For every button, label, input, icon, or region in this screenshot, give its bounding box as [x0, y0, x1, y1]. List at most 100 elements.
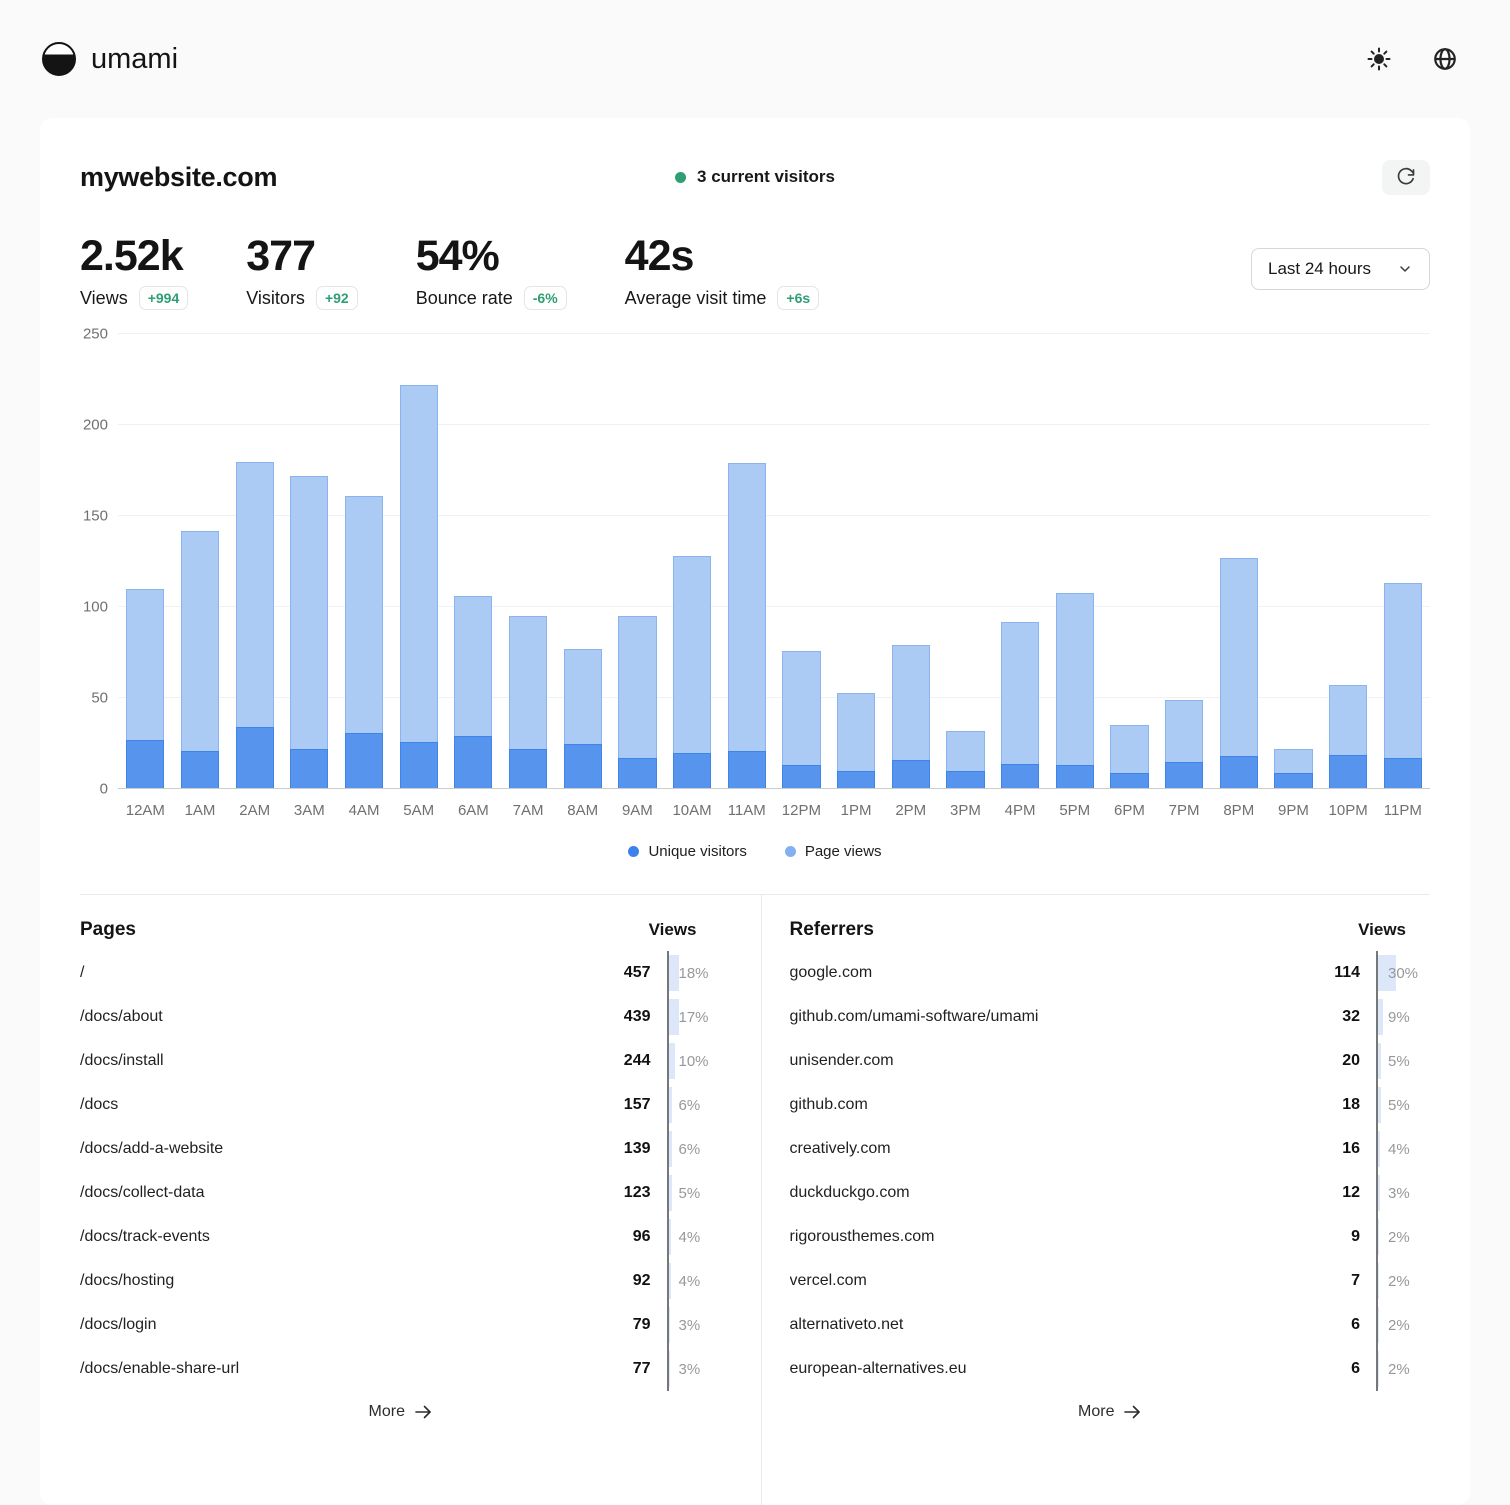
pages-more-link[interactable]: More: [369, 1403, 432, 1421]
x-axis-tick-label: 9AM: [621, 802, 653, 820]
page-views-bar: [1000, 621, 1040, 790]
top-bar: umami: [0, 0, 1510, 118]
referrers-row-views: 18: [1342, 1096, 1360, 1114]
brand-link[interactable]: umami: [42, 42, 178, 76]
page-views-bar: [1383, 583, 1422, 790]
metric-avg-visit-time-value: 42s: [624, 232, 695, 280]
referrers-row-views: 9: [1351, 1228, 1360, 1246]
pages-row-link[interactable]: /docs/track-events: [80, 1228, 210, 1246]
pages-row-percent-bar: [668, 1175, 672, 1212]
referrers-row-link[interactable]: duckduckgo.com: [789, 1184, 910, 1202]
pages-row-link[interactable]: /docs/enable-share-url: [80, 1360, 240, 1378]
referrers-row-link[interactable]: github.com: [789, 1096, 868, 1114]
referrers-row-link[interactable]: rigorousthemes.com: [789, 1228, 935, 1246]
chart-bar-group: [555, 334, 610, 790]
chart-plot: 0 50 100 150 200 250: [83, 326, 1430, 798]
legend-item-unique-visitors[interactable]: Unique visitors: [628, 843, 747, 860]
referrers-table-row: github.com 18 5%: [789, 1083, 1431, 1128]
legend-item-page-views[interactable]: Page views: [784, 843, 882, 860]
chart-bar-group: [993, 334, 1048, 790]
pages-table-row: /docs/hosting 92 4%: [80, 1259, 721, 1304]
pages-table-row: / 457 18%: [80, 951, 721, 996]
page-views-bar: [672, 556, 712, 790]
pages-row-link[interactable]: /docs/collect-data: [80, 1184, 205, 1202]
pages-table-row: /docs/login 79 3%: [80, 1303, 721, 1348]
pages-row-link[interactable]: /: [80, 964, 85, 982]
pages-row-link[interactable]: /docs/about: [80, 1008, 163, 1026]
referrers-row-percent: 9%: [1388, 1008, 1410, 1026]
unique-visitors-bar: [1274, 772, 1313, 790]
pages-row-views: 96: [632, 1228, 651, 1246]
pages-row-percent-bar: [668, 1351, 671, 1388]
pages-row-percent: 3%: [678, 1316, 701, 1334]
referrers-more-label: More: [1078, 1403, 1115, 1421]
language-globe-icon[interactable]: [1432, 46, 1458, 72]
unique-visitors-bar: [1055, 765, 1094, 790]
referrers-more-link[interactable]: More: [1078, 1403, 1141, 1421]
pages-row-percent-zone: 18%: [666, 951, 721, 996]
gridline: [118, 606, 1430, 608]
referrers-rows: google.com 114 30% github.com/umami-softwar…: [789, 951, 1431, 1392]
pages-row-percent: 10%: [678, 1052, 709, 1070]
pages-row-percent: 4%: [678, 1272, 701, 1290]
chart-bar-group: [501, 334, 556, 790]
chart-bar-group: [1321, 334, 1376, 790]
live-dot-icon: [675, 171, 687, 183]
unique-visitors-bar: [454, 736, 493, 790]
pages-row-percent-bar: [668, 1263, 671, 1300]
pages-row-percent-zone: 6%: [666, 1083, 721, 1128]
chevron-down-icon: [1400, 266, 1410, 272]
metric-views-label: Views: [80, 287, 128, 308]
referrers-table-row: european-alternatives.eu 6 2%: [789, 1347, 1431, 1392]
x-axis-tick-label: 9PM: [1278, 802, 1309, 820]
theme-toggle-sun-icon[interactable]: [1366, 46, 1392, 72]
pages-row-percent-bar: [668, 999, 679, 1036]
chart-bar-group: [1266, 334, 1321, 790]
metric-visitors-label: Visitors: [246, 287, 305, 308]
pages-table-row: /docs/enable-share-url 77 3%: [80, 1347, 721, 1392]
pages-row-views: 244: [623, 1052, 651, 1070]
unique-visitors-bar: [1383, 758, 1422, 790]
chart-legend: Unique visitors Page views: [80, 843, 1430, 894]
pages-row-link[interactable]: /docs: [80, 1096, 119, 1114]
x-axis-tick-label: 12AM: [125, 802, 165, 820]
pages-row-link[interactable]: /docs/install: [80, 1052, 164, 1070]
chart-bar-group: [337, 334, 392, 790]
pages-row-percent-bar: [668, 1087, 673, 1124]
referrers-row-percent-zone: 2%: [1376, 1303, 1430, 1348]
visitors-chart: 0 50 100 150 200 250 12AM 1AM 2AM 3AM 4AM 5AM 6AM 7A…: [80, 326, 1430, 894]
pages-row-percent-bar: [668, 1219, 671, 1256]
referrers-row-percent: 2%: [1388, 1360, 1410, 1378]
refresh-button[interactable]: [1382, 159, 1430, 195]
referrers-panel: Referrers Views google.com 114 30% github.c…: [762, 895, 1431, 1505]
pages-row-views: 439: [623, 1008, 651, 1026]
pages-row-percent: 17%: [678, 1008, 709, 1026]
referrers-row-percent-zone: 5%: [1376, 1039, 1430, 1084]
unique-visitors-bar: [672, 752, 712, 790]
referrers-row-link[interactable]: unisender.com: [789, 1052, 894, 1070]
referrers-row-link[interactable]: vercel.com: [789, 1272, 867, 1290]
date-range-select[interactable]: Last 24 hours: [1250, 248, 1430, 290]
referrers-row-percent-bar: [1378, 1175, 1380, 1212]
unique-visitors-bar: [1219, 756, 1258, 790]
pages-row-link[interactable]: /docs/add-a-website: [80, 1140, 224, 1158]
referrers-row-link[interactable]: google.com: [789, 964, 873, 982]
chart-bar-group: [118, 334, 173, 790]
page-views-bar: [290, 476, 329, 790]
x-axis-labels: 12AM 1AM 2AM 3AM 4AM 5AM 6AM 7AM 8AM 9AM 10AM 11AM 1…: [118, 802, 1430, 819]
referrers-row-link[interactable]: alternativeto.net: [789, 1316, 904, 1334]
pages-row-link[interactable]: /docs/login: [80, 1316, 157, 1334]
referrers-row-percent: 2%: [1388, 1228, 1410, 1246]
referrers-table-row: alternativeto.net 6 2%: [789, 1303, 1431, 1348]
referrers-row-link[interactable]: european-alternatives.eu: [789, 1360, 967, 1378]
referrers-row-link[interactable]: github.com/umami-software/umami: [789, 1008, 1039, 1026]
unique-visitors-bar: [1000, 763, 1040, 790]
referrers-row-link[interactable]: creatively.com: [789, 1140, 891, 1158]
pages-row-link[interactable]: /docs/hosting: [80, 1272, 175, 1290]
x-axis-tick-label: 8AM: [567, 802, 599, 820]
referrers-row-percent-bar: [1378, 999, 1384, 1036]
unique-visitors-bar: [399, 741, 438, 790]
referrers-row-views: 32: [1342, 1008, 1360, 1026]
x-axis-tick-label: 1AM: [184, 802, 216, 820]
chart-bar-group: [1047, 334, 1102, 790]
